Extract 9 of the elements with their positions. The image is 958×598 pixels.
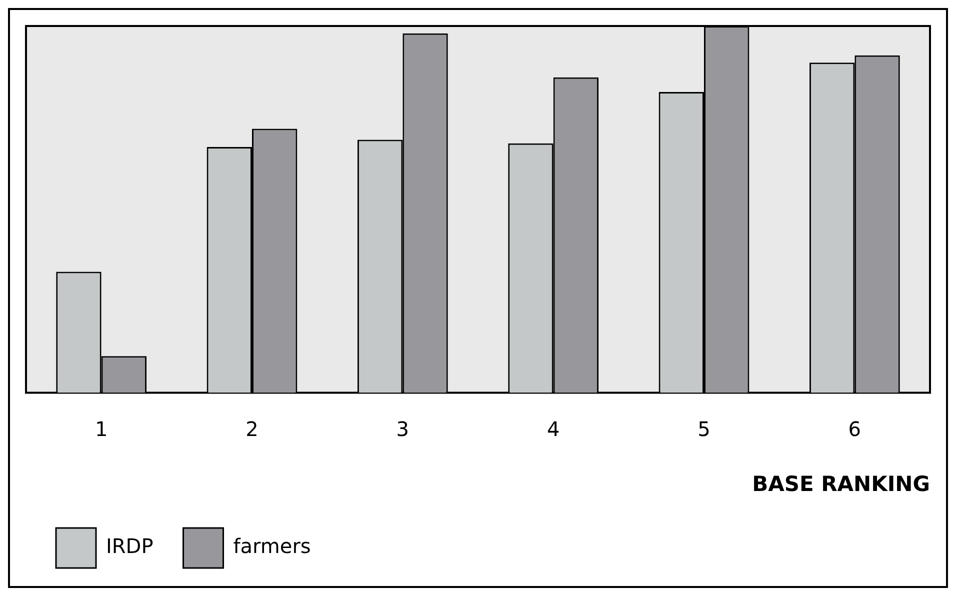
x-tick-label: 4 bbox=[546, 417, 560, 442]
legend-label: farmers bbox=[233, 534, 311, 558]
x-axis-title: BASE RANKING bbox=[752, 472, 930, 496]
x-tick-label: 1 bbox=[94, 417, 108, 442]
x-tick-label: 5 bbox=[698, 417, 710, 442]
x-tick-label: 6 bbox=[848, 417, 862, 442]
legend-label: IRDP bbox=[106, 534, 154, 558]
x-tick-label: 3 bbox=[396, 417, 410, 442]
x-tick-label: 2 bbox=[246, 417, 258, 442]
